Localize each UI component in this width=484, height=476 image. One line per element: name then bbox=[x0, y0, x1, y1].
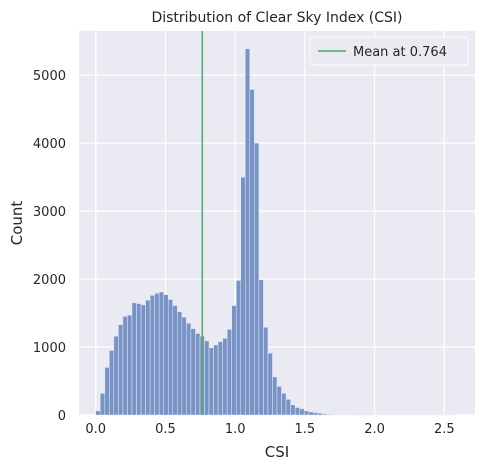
histogram-bar-51 bbox=[327, 414, 332, 415]
x-tick-label-3: 1.5 bbox=[295, 422, 316, 437]
histogram-bar-0 bbox=[96, 411, 101, 415]
y-tick-label-4: 4000 bbox=[33, 137, 66, 152]
histogram-bar-15 bbox=[164, 295, 169, 415]
x-tick-labels: 0.0 0.5 1.0 1.5 2.0 2.5 bbox=[85, 422, 454, 437]
y-tick-label-0: 0 bbox=[58, 409, 66, 424]
y-tick-labels: 0 1000 2000 3000 4000 5000 bbox=[33, 69, 66, 424]
histogram-bar-39 bbox=[272, 377, 277, 415]
histogram-bar-30 bbox=[232, 306, 237, 415]
histogram-bar-38 bbox=[268, 353, 273, 415]
histogram-bar-24 bbox=[204, 341, 209, 415]
y-axis-title: Count bbox=[8, 201, 26, 246]
y-tick-label-5: 5000 bbox=[33, 69, 66, 84]
histogram-bar-31 bbox=[236, 280, 241, 415]
histogram-bar-34 bbox=[250, 89, 255, 415]
histogram-bar-37 bbox=[263, 327, 268, 415]
histogram-bar-27 bbox=[218, 342, 223, 415]
chart-title: Distribution of Clear Sky Index (CSI) bbox=[151, 10, 402, 26]
histogram-bar-10 bbox=[141, 305, 146, 415]
histogram-bar-43 bbox=[291, 405, 296, 415]
histogram-bar-4 bbox=[114, 336, 119, 415]
legend: Mean at 0.764 bbox=[310, 37, 468, 65]
histogram-bar-8 bbox=[132, 303, 137, 415]
histogram-bar-45 bbox=[300, 409, 305, 415]
x-tick-label-1: 0.5 bbox=[155, 422, 176, 437]
histogram-bar-21 bbox=[191, 329, 196, 415]
histogram-bar-44 bbox=[295, 408, 300, 415]
histogram-bar-33 bbox=[245, 49, 250, 415]
histogram-bar-18 bbox=[177, 312, 182, 415]
histogram-bar-1 bbox=[100, 393, 105, 415]
histogram-bar-5 bbox=[118, 325, 123, 415]
histogram-bar-47 bbox=[309, 412, 314, 415]
histogram-bar-19 bbox=[182, 317, 187, 415]
histogram-bar-22 bbox=[195, 333, 200, 415]
x-axis-title: CSI bbox=[265, 443, 289, 461]
x-tick-label-2: 1.0 bbox=[225, 422, 246, 437]
histogram-bar-36 bbox=[259, 280, 264, 415]
histogram-bar-12 bbox=[150, 295, 155, 415]
histogram-bar-28 bbox=[223, 338, 228, 415]
histogram-bar-29 bbox=[227, 329, 232, 415]
histogram-bar-32 bbox=[241, 177, 246, 415]
x-tick-label-5: 2.5 bbox=[434, 422, 455, 437]
histogram-bar-50 bbox=[322, 414, 327, 415]
histogram-bar-42 bbox=[286, 399, 291, 415]
histogram-bar-48 bbox=[313, 413, 318, 415]
x-tick-label-4: 2.0 bbox=[364, 422, 385, 437]
histogram-bar-26 bbox=[214, 345, 219, 415]
histogram-bar-7 bbox=[127, 315, 132, 415]
histogram-bar-35 bbox=[254, 143, 259, 415]
legend-label: Mean at 0.764 bbox=[353, 45, 447, 60]
histogram-bar-41 bbox=[282, 393, 287, 415]
histogram-bar-49 bbox=[318, 413, 323, 415]
histogram-bar-20 bbox=[186, 323, 191, 415]
histogram-bar-6 bbox=[123, 316, 128, 415]
histogram-bar-46 bbox=[304, 411, 309, 415]
y-tick-label-1: 1000 bbox=[33, 341, 66, 356]
histogram-bar-25 bbox=[209, 348, 214, 415]
histogram-bar-3 bbox=[109, 350, 114, 415]
histogram-bar-2 bbox=[105, 367, 110, 415]
y-tick-label-2: 2000 bbox=[33, 273, 66, 288]
histogram-bar-16 bbox=[168, 299, 173, 415]
histogram-bar-11 bbox=[146, 300, 151, 415]
histogram-bar-9 bbox=[137, 304, 142, 415]
histogram-bar-13 bbox=[155, 293, 160, 415]
histogram-bar-52 bbox=[331, 414, 336, 415]
x-tick-label-0: 0.0 bbox=[85, 422, 106, 437]
y-tick-label-3: 3000 bbox=[33, 205, 66, 220]
histogram-bar-17 bbox=[173, 306, 178, 415]
histogram-bar-14 bbox=[159, 292, 164, 415]
histogram-bar-40 bbox=[277, 386, 282, 415]
